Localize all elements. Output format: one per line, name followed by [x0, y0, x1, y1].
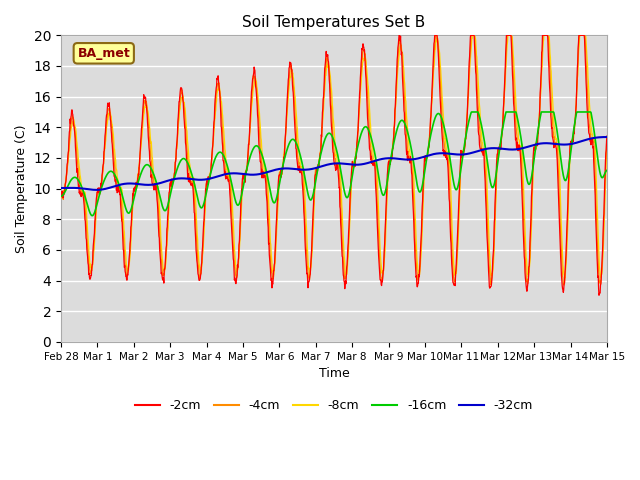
-8cm — [57, 194, 65, 200]
Line: -16cm: -16cm — [61, 112, 607, 216]
-16cm — [179, 156, 187, 162]
-4cm — [419, 206, 426, 212]
-8cm — [561, 275, 569, 281]
Line: -2cm: -2cm — [61, 36, 607, 295]
-8cm — [165, 200, 173, 205]
-4cm — [57, 193, 65, 199]
-32cm — [92, 187, 100, 193]
-4cm — [560, 282, 568, 288]
-2cm — [419, 187, 427, 192]
-8cm — [469, 33, 477, 38]
-16cm — [166, 195, 173, 201]
Y-axis label: Soil Temperature (C): Soil Temperature (C) — [15, 124, 28, 253]
-16cm — [88, 213, 96, 218]
-2cm — [179, 92, 186, 98]
X-axis label: Time: Time — [319, 367, 349, 380]
-16cm — [491, 180, 499, 186]
-4cm — [179, 90, 186, 96]
-2cm — [539, 33, 547, 38]
-8cm — [179, 96, 186, 101]
-32cm — [603, 134, 611, 140]
-16cm — [468, 109, 476, 115]
-32cm — [179, 176, 187, 181]
Line: -4cm: -4cm — [61, 36, 607, 285]
-16cm — [419, 180, 427, 185]
Line: -32cm: -32cm — [61, 137, 607, 190]
-32cm — [490, 145, 498, 151]
-32cm — [166, 177, 173, 183]
-8cm — [539, 54, 547, 60]
-8cm — [419, 217, 426, 223]
-4cm — [239, 177, 247, 182]
-4cm — [539, 44, 547, 50]
-16cm — [539, 109, 547, 115]
-2cm — [603, 133, 611, 139]
-32cm — [419, 154, 427, 160]
-2cm — [165, 190, 173, 195]
Text: BA_met: BA_met — [77, 47, 130, 60]
-8cm — [239, 174, 247, 180]
-2cm — [396, 33, 403, 38]
-4cm — [432, 33, 440, 38]
-8cm — [490, 242, 498, 248]
-16cm — [240, 180, 248, 186]
-8cm — [603, 136, 611, 142]
-16cm — [57, 193, 65, 199]
Title: Soil Temperatures Set B: Soil Temperatures Set B — [243, 15, 426, 30]
-32cm — [240, 171, 248, 177]
-2cm — [490, 219, 498, 225]
Legend: -2cm, -4cm, -8cm, -16cm, -32cm: -2cm, -4cm, -8cm, -16cm, -32cm — [130, 394, 538, 417]
-32cm — [57, 185, 65, 191]
-2cm — [239, 172, 247, 178]
-16cm — [603, 168, 611, 173]
-4cm — [165, 194, 173, 200]
-2cm — [57, 189, 65, 195]
-2cm — [595, 292, 603, 298]
-32cm — [539, 141, 547, 146]
-4cm — [490, 231, 498, 237]
Line: -8cm: -8cm — [61, 36, 607, 278]
-4cm — [603, 136, 611, 142]
